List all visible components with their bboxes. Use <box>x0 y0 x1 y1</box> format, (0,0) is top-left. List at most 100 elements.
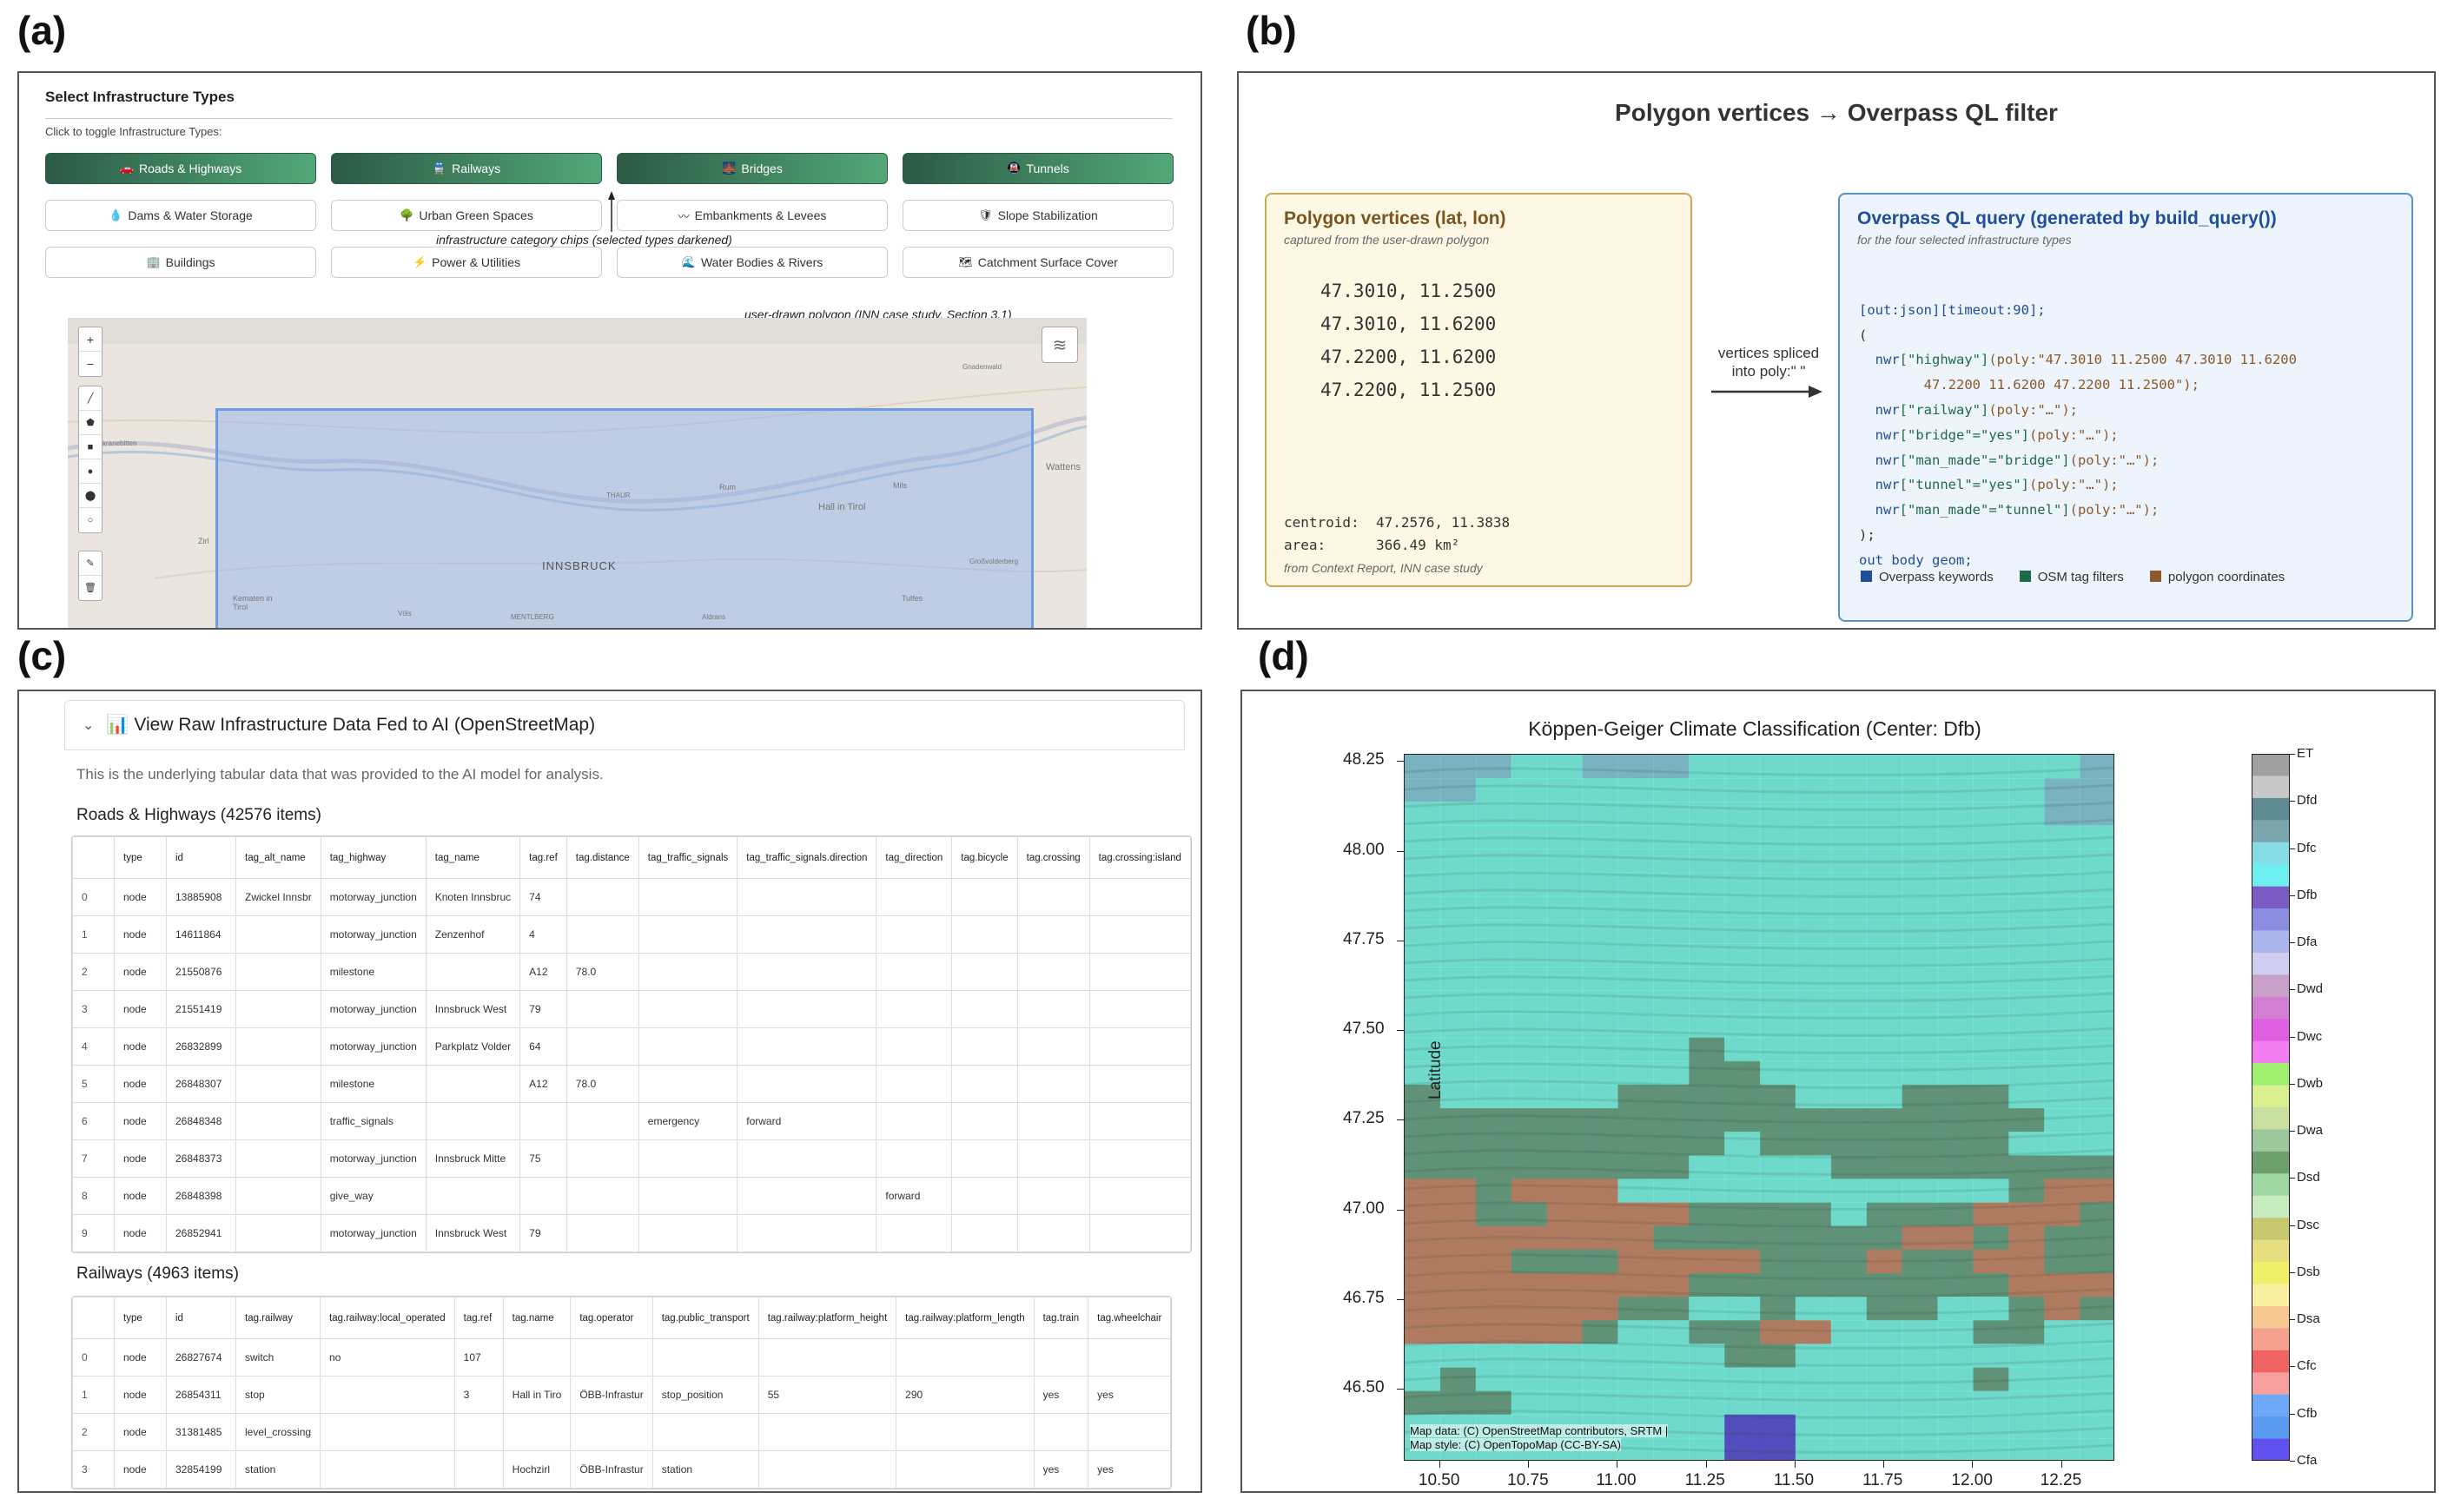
column-header[interactable]: tag.ref <box>453 1297 504 1339</box>
column-header[interactable]: tag.operator <box>570 1297 653 1339</box>
chip-slope-stabilization[interactable]: 🛡 Slope Stabilization <box>903 200 1174 231</box>
heatmap-cell-dfb <box>1937 1320 1974 1344</box>
column-header[interactable]: type <box>114 1297 167 1339</box>
x-tick-label: 11.50 <box>1773 1471 1815 1489</box>
table-row[interactable]: 5 node 26848307 milestone A12 78.0 <box>72 1065 1191 1103</box>
column-header[interactable]: tag.distance <box>566 836 639 879</box>
chip-dams-water-storage[interactable]: 💧 Dams & Water Storage <box>45 200 316 231</box>
chip-urban-green-spaces[interactable]: 🌳 Urban Green Spaces <box>331 200 602 231</box>
heatmap-cell-dfb <box>1830 825 1868 850</box>
heatmap-cell-dfb <box>2080 943 2113 967</box>
column-header[interactable]: tag_traffic_signals <box>638 836 738 879</box>
column-header[interactable]: tag.ref <box>519 836 567 879</box>
heatmap-cell-dfb <box>1475 1014 1512 1039</box>
table-row[interactable]: 2 node 21550876 milestone A12 78.0 <box>72 953 1191 991</box>
column-header[interactable]: tag_traffic_signals.direction <box>737 836 877 879</box>
chip-tunnels[interactable]: 🚇 Tunnels <box>903 153 1174 184</box>
column-header[interactable]: tag.crossing:island <box>1088 836 1191 879</box>
column-header[interactable]: tag.railway:local_operated <box>320 1297 455 1339</box>
map-view[interactable]: INNSBRUCK Hall in Tirol Wattens Mils Rum… <box>68 318 1087 628</box>
table-row[interactable]: 3 node 21551419 motorway_junction Innsbruck … <box>72 990 1191 1028</box>
column-header[interactable]: tag.railway <box>235 1297 321 1339</box>
chevron-down-icon[interactable]: ⌄ <box>83 718 95 733</box>
heatmap-cell-dfb <box>2044 755 2080 779</box>
table-row[interactable]: 4 node 26832899 motorway_junction Parkplatz … <box>72 1027 1191 1066</box>
y-tick-mark <box>1397 1389 1404 1390</box>
chip-water-bodies-rivers[interactable]: 🌊 Water Bodies & Rivers <box>617 247 888 278</box>
colorbar-swatch <box>2252 1129 2290 1152</box>
draw-circle-icon[interactable]: ● <box>79 459 102 484</box>
table-row[interactable]: 1 node 14611864 motorway_junction Zenzenhof 4 <box>72 915 1191 954</box>
heatmap-cell-dsd <box>1653 1297 1690 1321</box>
chip-roads-highways[interactable]: 🚗 Roads & Highways <box>45 153 316 184</box>
table-cell <box>1088 1338 1172 1377</box>
heatmap-cell-dsd <box>1689 1108 1725 1132</box>
table-cell <box>1088 1027 1191 1066</box>
column-header[interactable]: type <box>114 836 167 879</box>
chip-power-utilities[interactable]: ⚡ Power & Utilities <box>331 247 602 278</box>
table-row[interactable]: 0 node 13885908 Zwickel Innsbr motorway_junc… <box>72 878 1191 916</box>
heatmap-cell-cfb <box>1795 1320 1832 1344</box>
heatmap-cell-cfb <box>1760 1320 1796 1344</box>
zoom-in-button[interactable]: + <box>79 327 102 352</box>
heatmap-cell-cfb <box>1973 1249 2009 1274</box>
railways-table[interactable]: type id tag.railway tag.railway:local_opera… <box>72 1297 1172 1489</box>
column-header[interactable]: tag.public_transport <box>652 1297 759 1339</box>
table-cell: 31381485 <box>166 1413 236 1451</box>
column-header[interactable]: id <box>166 1297 236 1339</box>
column-header[interactable]: tag.crossing <box>1016 836 1090 879</box>
column-header[interactable]: tag.railway:platform_length <box>896 1297 1035 1339</box>
table-row[interactable]: 9 node 26852941 motorway_junction Innsbruck … <box>72 1214 1191 1252</box>
column-header[interactable]: tag.train <box>1033 1297 1089 1339</box>
table-cell <box>951 1177 1018 1215</box>
roads-table[interactable]: type id tag_alt_name tag_highway tag_name tag… <box>72 836 1191 1252</box>
heatmap-cell-dsd <box>1405 1084 1441 1109</box>
column-header[interactable] <box>72 836 115 879</box>
draw-rectangle-icon[interactable]: ■ <box>79 435 102 459</box>
chip-bridges[interactable]: 🌉 Bridges <box>617 153 888 184</box>
delete-layers-icon[interactable]: 🗑 <box>84 583 96 593</box>
table-cell: motorway_junction <box>320 878 427 916</box>
draw-marker-icon[interactable]: ⬤ <box>79 484 102 508</box>
heatmap-cell-dfb <box>1546 943 1584 967</box>
chip-icon: 🌳 <box>400 208 414 221</box>
edit-layers-icon[interactable]: ✎ <box>79 551 102 576</box>
column-header[interactable]: tag.railway:platform_height <box>757 1297 897 1339</box>
column-header[interactable]: tag.bicycle <box>951 836 1018 879</box>
layers-control-icon[interactable]: ≋ <box>1042 327 1078 363</box>
table-row[interactable]: 7 node 26848373 motorway_junction Innsbruck … <box>72 1139 1191 1178</box>
table-cell <box>1016 1027 1090 1066</box>
chip-catchment-surface-cover[interactable]: 🗺 Catchment Surface Cover <box>903 247 1174 278</box>
column-header[interactable]: tag_alt_name <box>235 836 321 879</box>
chip-railways[interactable]: 🚆 Railways <box>331 153 602 184</box>
chip-embankments-levees[interactable]: 〰 Embankments & Levees <box>617 200 888 231</box>
heatmap-cell-dfb <box>1902 919 1939 944</box>
column-header[interactable]: tag.wheelchair <box>1088 1297 1172 1339</box>
heatmap-cell-dfb <box>1511 990 1548 1015</box>
table-row[interactable]: 6 node 26848348 traffic_signals emergency for… <box>72 1102 1191 1140</box>
zoom-out-button[interactable]: − <box>86 357 95 371</box>
table-row[interactable]: 2 node 31381485 level_crossing <box>72 1413 1172 1451</box>
column-header[interactable]: id <box>166 836 236 879</box>
column-header[interactable]: tag_highway <box>320 836 427 879</box>
chip-icon: 〰 <box>678 209 690 223</box>
draw-polyline-icon[interactable]: ╱ <box>79 386 102 411</box>
column-header[interactable]: tag.name <box>502 1297 572 1339</box>
column-header[interactable]: tag_name <box>425 836 521 879</box>
heatmap-cell-dfb <box>1582 778 1618 802</box>
table-row[interactable]: 0 node 26827674 switch no 107 <box>72 1338 1172 1377</box>
column-header[interactable]: tag_direction <box>876 836 953 879</box>
user-drawn-polygon[interactable] <box>215 408 1034 628</box>
table-row[interactable]: 8 node 26848398 give_way forward <box>72 1177 1191 1215</box>
heatmap-cell-dsd <box>2008 1179 2045 1204</box>
table-row[interactable]: 1 node 26854311 stop 3 Hall in Tiro ÖBB-Infras… <box>72 1376 1172 1414</box>
draw-circlemarker-icon[interactable]: ○ <box>87 515 94 525</box>
data-expander-header[interactable]: ⌄ 📊 View Raw Infrastructure Data Fed to … <box>64 700 1185 750</box>
chip-buildings[interactable]: 🏢 Buildings <box>45 247 316 278</box>
legend-item-coords: polygon coordinates <box>2149 570 2285 584</box>
query-close: ); <box>1859 526 1875 543</box>
column-header[interactable] <box>72 1297 115 1339</box>
draw-polygon-icon[interactable]: ⬟ <box>79 411 102 435</box>
zoom-control: + − <box>78 327 103 377</box>
table-row[interactable]: 3 node 32854199 station Hochzirl ÖBB-Infrastu… <box>72 1450 1172 1489</box>
